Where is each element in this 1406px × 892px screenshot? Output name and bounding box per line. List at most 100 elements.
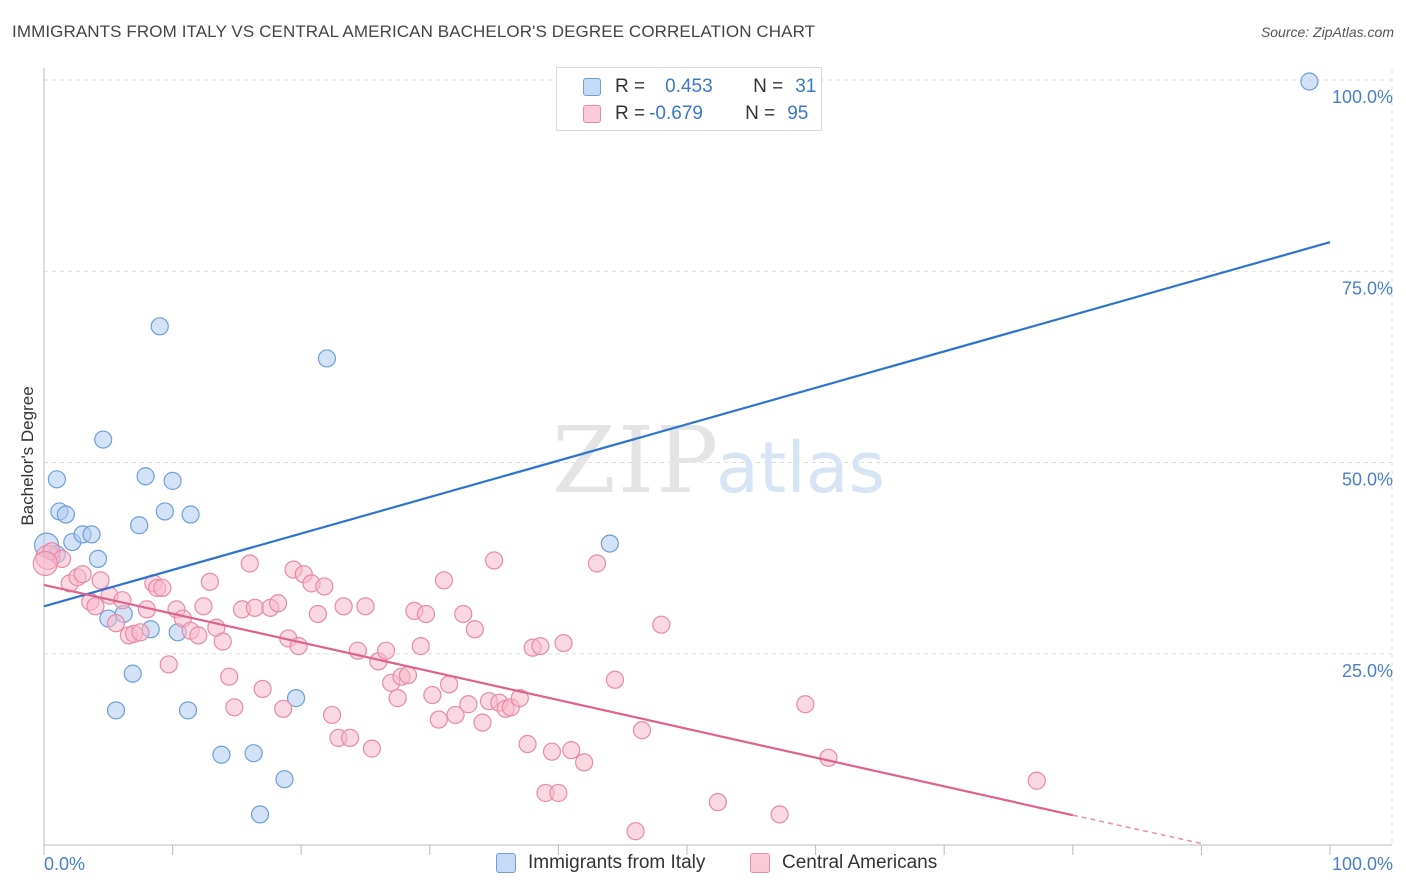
point-central-32 xyxy=(245,598,265,617)
series-legend-central[interactable]: Central Americans xyxy=(750,852,937,874)
point-central-8 xyxy=(91,571,110,590)
point-central-82 xyxy=(562,741,581,760)
point-central-87 xyxy=(632,721,652,740)
point-central-80 xyxy=(549,783,568,803)
point-central-61 xyxy=(429,710,448,729)
point-central-33 xyxy=(253,679,272,699)
point-central-93 xyxy=(1027,771,1046,790)
point-italy-10 xyxy=(106,701,126,720)
point-central-52 xyxy=(376,641,396,660)
point-central-29 xyxy=(225,698,244,717)
point-italy-20 xyxy=(178,701,198,720)
chart-title: IMMIGRANTS FROM ITALY VS CENTRAL AMERICA… xyxy=(12,22,816,41)
tick-labels: 25.0% 50.0% 75.0% 100.0% 0.0% 100.0% xyxy=(44,87,1393,874)
x-tick-label-min: 0.0% xyxy=(44,854,85,874)
point-central-77 xyxy=(531,636,550,656)
point-central-65 xyxy=(454,604,473,624)
point-central-63 xyxy=(439,675,459,694)
point-central-85 xyxy=(605,670,625,689)
y-axis-label: Bachelor's Degree xyxy=(18,386,37,525)
series-swatch-pink xyxy=(750,853,770,873)
point-italy-18 xyxy=(163,471,182,490)
point-central-81 xyxy=(554,633,573,653)
point-central-31 xyxy=(240,554,259,573)
point-central-25 xyxy=(200,572,219,591)
point-central-46 xyxy=(334,597,353,616)
series-label-italy: Immigrants from Italy xyxy=(528,852,706,873)
point-central-58 xyxy=(411,636,430,656)
point-central-79 xyxy=(542,742,562,761)
axis-layer xyxy=(43,68,1392,855)
point-central-19 xyxy=(159,655,178,674)
legend-r-value: -0.679 xyxy=(649,103,703,124)
legend-r-value: 0.453 xyxy=(665,76,713,97)
legend-swatch-pink xyxy=(583,105,601,123)
point-italy-29 xyxy=(1300,72,1319,91)
point-central-92 xyxy=(819,748,838,767)
point-italy-23 xyxy=(244,744,263,763)
legend-n-label: N = xyxy=(745,103,776,124)
point-central-36 xyxy=(274,699,293,718)
watermark-atlas: atlas xyxy=(716,427,885,509)
legend-n-label: N = xyxy=(753,76,784,97)
correlation-legend: R = 0.453 N = 31 R = -0.679 N = 95 xyxy=(556,67,822,131)
point-central-64 xyxy=(446,705,465,725)
point-central-94 xyxy=(32,550,58,577)
point-central-43 xyxy=(315,577,334,596)
y-tick-label: 100.0% xyxy=(1332,87,1393,107)
point-italy-26 xyxy=(286,689,306,708)
y-tick-label: 50.0% xyxy=(1342,470,1393,490)
legend-r-label: R = xyxy=(615,103,646,124)
source-label: Source: ZipAtlas.com xyxy=(1260,24,1394,40)
point-central-42 xyxy=(308,604,328,624)
point-italy-22 xyxy=(212,745,231,764)
legend-r-label: R = xyxy=(615,76,646,97)
point-central-14 xyxy=(131,623,150,642)
grid-layer xyxy=(44,70,1393,845)
y-tick-label: 25.0% xyxy=(1342,661,1393,681)
point-italy-27 xyxy=(317,349,337,368)
point-central-24 xyxy=(194,597,213,616)
point-central-44 xyxy=(322,705,342,725)
trendline-pink xyxy=(43,583,1074,817)
point-central-88 xyxy=(652,615,671,634)
point-central-23 xyxy=(189,626,208,645)
point-italy-6 xyxy=(82,525,101,544)
point-italy-14 xyxy=(136,467,155,486)
x-tick-label-max: 100.0% xyxy=(1332,854,1393,874)
point-central-84 xyxy=(587,554,607,573)
point-central-35 xyxy=(268,594,288,613)
legend-row-italy: R = 0.453 N = 31 xyxy=(583,75,816,99)
point-italy-25 xyxy=(275,770,294,789)
y-tick-label: 75.0% xyxy=(1342,278,1393,298)
point-italy-28 xyxy=(600,534,619,553)
point-central-89 xyxy=(708,793,727,812)
point-central-91 xyxy=(796,695,815,714)
series-label-central: Central Americans xyxy=(782,852,938,873)
trendline-dashed-pink xyxy=(1072,814,1202,845)
point-central-7 xyxy=(86,597,105,616)
point-italy-24 xyxy=(250,805,270,824)
point-italy-8 xyxy=(94,430,113,449)
legend-n-value: 95 xyxy=(787,103,809,124)
point-central-56 xyxy=(398,666,418,685)
watermark-zip: ZIP xyxy=(552,407,720,514)
point-central-5 xyxy=(73,565,92,584)
series-legend-italy[interactable]: Immigrants from Italy xyxy=(496,852,705,874)
point-central-86 xyxy=(626,822,645,841)
point-italy-3 xyxy=(56,505,75,524)
legend-n-value: 31 xyxy=(795,76,817,97)
point-central-10 xyxy=(106,614,126,633)
point-central-62 xyxy=(434,571,454,590)
point-central-28 xyxy=(220,667,239,686)
point-italy-1 xyxy=(47,470,66,489)
point-central-54 xyxy=(388,689,407,708)
point-central-27 xyxy=(213,632,232,651)
watermark: ZIP atlas xyxy=(552,407,885,514)
legend-row-central: R = -0.679 N = 95 xyxy=(583,102,808,126)
point-italy-7 xyxy=(88,549,108,568)
point-central-75 xyxy=(518,734,537,754)
trendline-blue xyxy=(43,241,1331,608)
legend-swatch-blue xyxy=(583,78,601,96)
